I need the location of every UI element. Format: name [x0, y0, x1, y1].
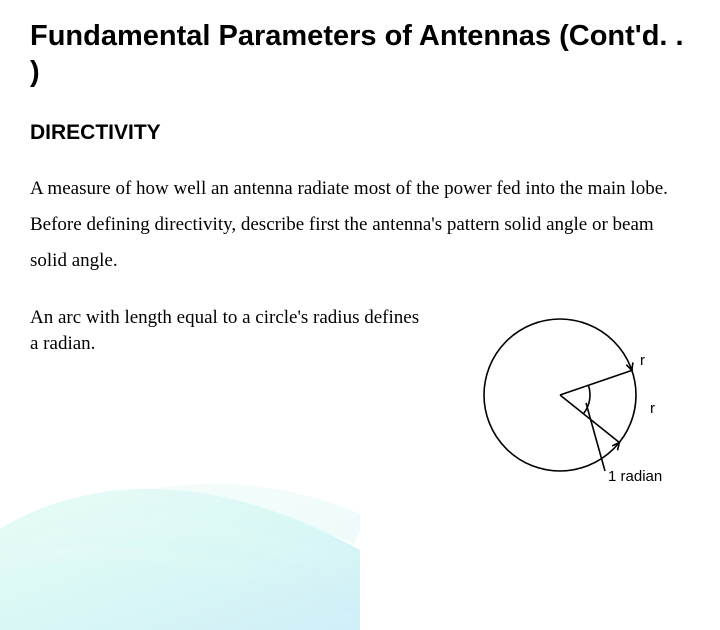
caption-diagram-row: An arc with length equal to a circle's r… [30, 305, 690, 505]
label-r-arc: r [650, 400, 655, 417]
page-title: Fundamental Parameters of Antennas (Cont… [30, 18, 690, 91]
label-r-top: r [640, 352, 645, 369]
radian-diagram: r r 1 radian [460, 305, 690, 505]
section-heading: DIRECTIVITY [30, 121, 690, 145]
body-text: A measure of how well an antenna radiate… [30, 171, 690, 279]
radius-top [560, 370, 633, 395]
slide-content: Fundamental Parameters of Antennas (Cont… [0, 0, 720, 505]
angle-marker [583, 385, 590, 413]
callout-line [586, 403, 605, 471]
label-angle: 1 radian [608, 468, 662, 485]
diagram-caption: An arc with length equal to a circle's r… [30, 305, 430, 358]
